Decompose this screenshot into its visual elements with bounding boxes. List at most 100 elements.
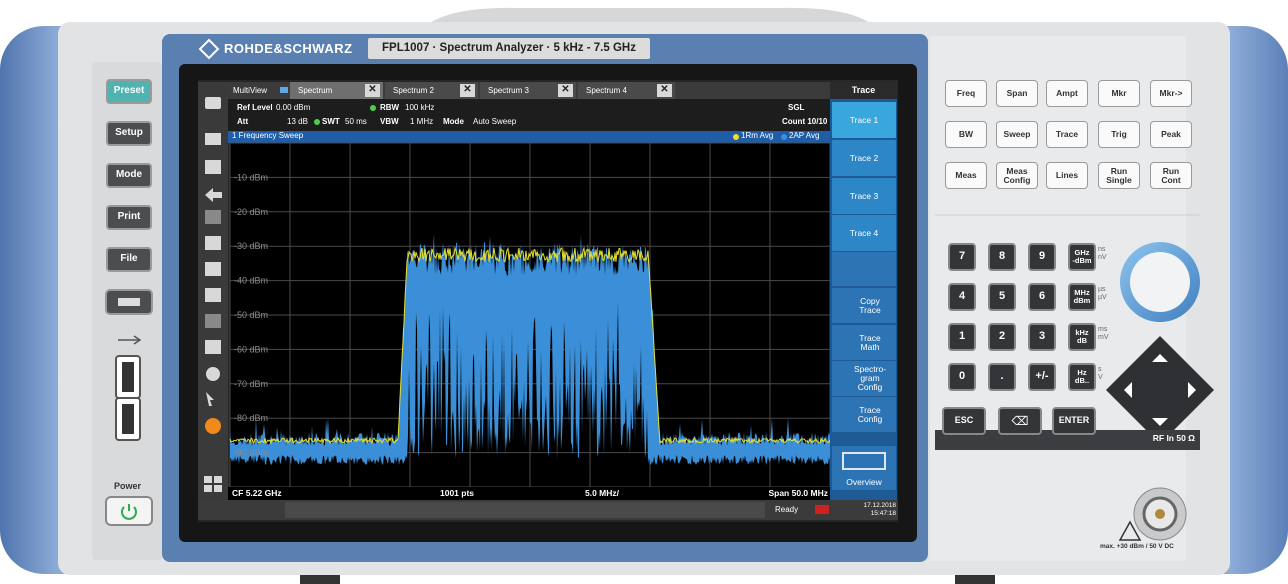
status-dot <box>314 119 320 125</box>
tab-label: Spectrum 4 <box>586 86 627 95</box>
power-label: Power <box>114 481 142 491</box>
hard-key[interactable]: Preset <box>106 79 152 104</box>
legend-dot <box>733 134 739 140</box>
info-rbw-label: RBW <box>380 103 400 112</box>
tab[interactable] <box>290 82 383 99</box>
keypad-key[interactable]: 1 <box>948 323 976 351</box>
status-dot <box>370 105 376 111</box>
max-rating: max. +30 dBm / 50 V DC <box>1100 543 1174 550</box>
softkey-title: Trace <box>830 82 897 99</box>
softkey[interactable]: Trace 3 <box>832 178 896 214</box>
keypad-key[interactable]: 2 <box>988 323 1016 351</box>
tab[interactable] <box>480 82 576 99</box>
rf-in-label: RF In 50 Ω <box>1152 433 1195 443</box>
power-icon <box>121 504 137 520</box>
unit-label: ms mV <box>1098 326 1109 341</box>
hard-key[interactable]: Lines <box>1046 162 1088 189</box>
keypad-key[interactable]: 0 <box>948 363 976 391</box>
hard-key[interactable]: Run Cont <box>1150 162 1192 189</box>
softkey[interactable]: Spectro- gram Config <box>832 361 896 396</box>
softkey[interactable]: Trace 2 <box>832 140 896 176</box>
hard-key[interactable]: Sweep <box>996 121 1038 148</box>
hard-key[interactable]: Mkr-> <box>1150 80 1192 107</box>
keypad-key[interactable]: . <box>988 363 1016 391</box>
tab-label: Spectrum 2 <box>393 86 434 95</box>
legend-dot <box>781 134 787 140</box>
connector-pin <box>1155 509 1165 519</box>
hard-key[interactable]: Peak <box>1150 121 1192 148</box>
keypad-key[interactable]: 6 <box>1028 283 1056 311</box>
info-rbw: 100 kHz <box>405 103 435 112</box>
hard-key[interactable]: Print <box>106 205 152 230</box>
y-label: -80 dBm <box>234 413 268 423</box>
y-label: -50 dBm <box>234 310 268 320</box>
trace-legend: 2AP Avg <box>789 131 820 140</box>
hard-key[interactable]: Meas <box>945 162 987 189</box>
keypad-key[interactable]: 5 <box>988 283 1016 311</box>
info-sgl: SGL <box>788 103 805 112</box>
trace-2 <box>230 233 830 465</box>
y-label: -70 dBm <box>234 379 268 389</box>
hard-key[interactable]: Meas Config <box>996 162 1038 189</box>
softkey-blank <box>832 252 896 286</box>
tab[interactable] <box>578 82 675 99</box>
arrows <box>1124 354 1196 426</box>
hard-key[interactable]: Mkr <box>1098 80 1140 107</box>
softkey[interactable]: Copy Trace <box>832 288 896 323</box>
brand: ROHDE&SCHWARZ <box>224 41 353 56</box>
tab[interactable] <box>385 82 478 99</box>
keypad-key[interactable]: 9 <box>1028 243 1056 271</box>
softkey[interactable]: Trace 1 <box>832 102 896 138</box>
status-field <box>285 502 765 518</box>
softkey[interactable]: Trace 4 <box>832 215 896 251</box>
hard-key[interactable]: Trace <box>1046 121 1088 148</box>
keypad-key[interactable]: ENTER <box>1052 407 1096 435</box>
keypad-key[interactable]: MHz dBm <box>1068 283 1096 311</box>
info-mode-label: Mode <box>443 117 464 126</box>
points: 1001 pts <box>440 488 475 498</box>
keypad-key[interactable]: 3 <box>1028 323 1056 351</box>
softkey[interactable]: Trace Math <box>832 325 896 360</box>
keypad-key[interactable]: GHz -dBm <box>1068 243 1096 271</box>
y-label: -30 dBm <box>234 241 268 251</box>
keypad-key[interactable]: kHz dB <box>1068 323 1096 351</box>
unit-label: s V <box>1098 366 1103 381</box>
keypad-key[interactable]: ESC <box>942 407 986 435</box>
hard-key[interactable]: Run Single <box>1098 162 1140 189</box>
hard-key[interactable]: Span <box>996 80 1038 107</box>
trace-legend: 1Rm Avg <box>741 131 774 140</box>
info-swt: 50 ms <box>345 117 367 126</box>
toolbar-icons <box>204 97 222 492</box>
date: 17.12.2018 <box>863 502 896 509</box>
warning-icon <box>1118 520 1142 541</box>
softkey[interactable]: Trace Config <box>832 397 896 432</box>
backspace-key[interactable]: ⌫ <box>998 407 1042 435</box>
knob-face <box>1130 252 1190 312</box>
arrow-pad[interactable] <box>1106 336 1214 444</box>
usb <box>115 335 142 441</box>
hard-key[interactable]: Ampt <box>1046 80 1088 107</box>
status-ready: Ready <box>775 505 799 514</box>
keypad-key[interactable]: 8 <box>988 243 1016 271</box>
hard-key[interactable]: Mode <box>106 163 152 188</box>
hard-key[interactable]: Freq <box>945 80 987 107</box>
keypad-key[interactable]: 7 <box>948 243 976 271</box>
time: 15:47:18 <box>870 510 896 517</box>
tab-close[interactable]: ✕ <box>365 84 380 97</box>
info-ref-level: 0.00 dBm <box>276 103 311 112</box>
tab-icon <box>280 87 288 93</box>
keypad-key[interactable]: 4 <box>948 283 976 311</box>
tab-close[interactable]: ✕ <box>460 84 475 97</box>
info-att: 13 dB <box>287 117 308 126</box>
hard-key[interactable]: File <box>106 247 152 272</box>
hard-key[interactable]: Trig <box>1098 121 1140 148</box>
hard-key[interactable]: Setup <box>106 121 152 146</box>
keypad-key[interactable]: Hz dB.. <box>1068 363 1096 391</box>
hard-key[interactable]: BW <box>945 121 987 148</box>
y-label: -60 dBm <box>234 344 268 354</box>
y-label: -40 dBm <box>234 276 268 286</box>
tab-close[interactable]: ✕ <box>558 84 573 97</box>
tab-close[interactable]: ✕ <box>657 84 672 97</box>
keypad-key[interactable]: +/- <box>1028 363 1056 391</box>
